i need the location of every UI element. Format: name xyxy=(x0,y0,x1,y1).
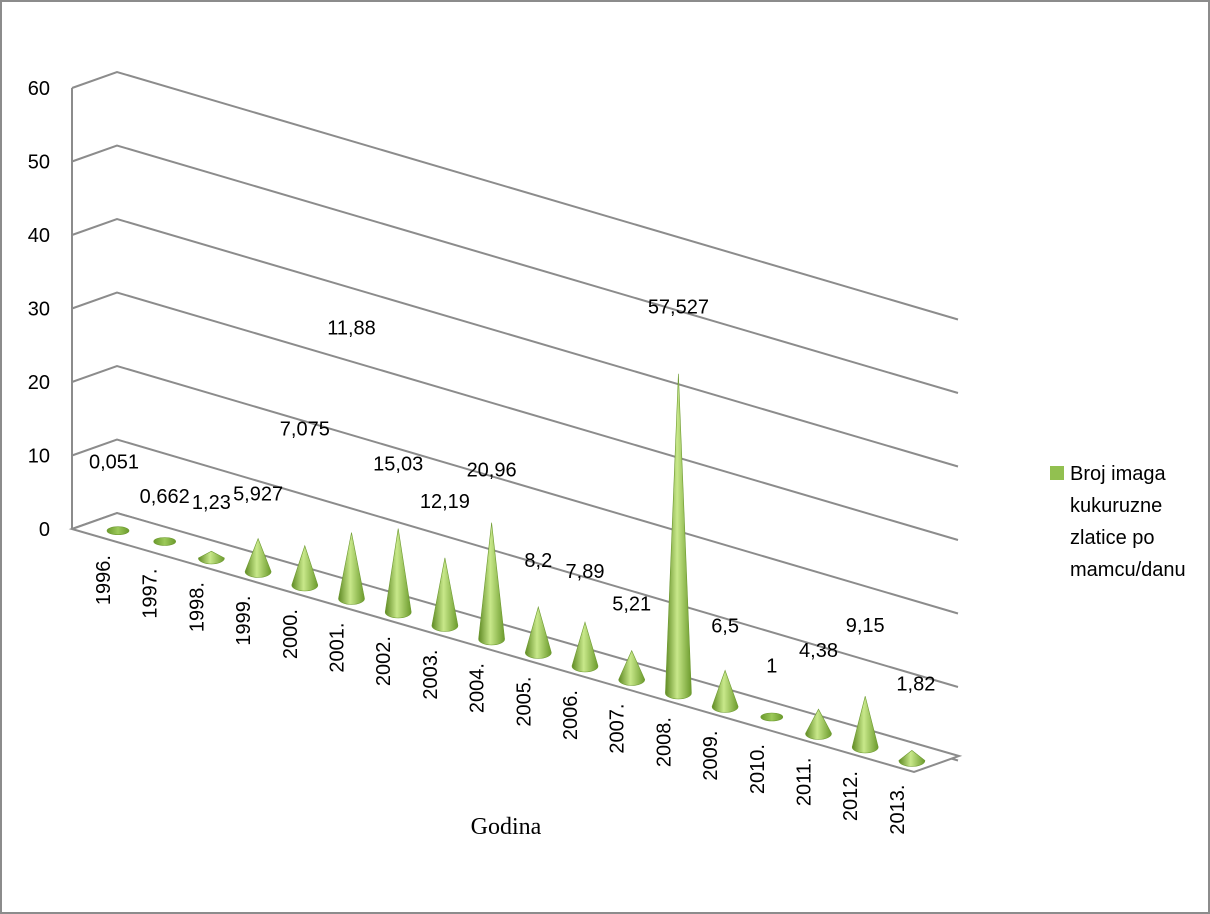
data-label: 0,051 xyxy=(89,452,139,474)
data-label: 5,21 xyxy=(612,594,651,616)
cone-2011 xyxy=(805,708,832,740)
data-label: 0,662 xyxy=(140,486,190,508)
cone-2004 xyxy=(478,522,505,646)
category-label: 2012. xyxy=(840,771,862,821)
data-label: 7,89 xyxy=(566,561,605,583)
cone-2000 xyxy=(291,544,319,592)
legend-swatch xyxy=(1050,466,1064,480)
x-axis-title: Godina xyxy=(471,814,542,840)
cone-1997 xyxy=(153,537,176,546)
category-label: 2006. xyxy=(560,690,582,740)
cone-2010 xyxy=(760,712,784,722)
data-label: 11,88 xyxy=(327,318,376,340)
cone-2005 xyxy=(524,605,552,659)
data-label: 15,03 xyxy=(373,454,423,476)
cone-2008 xyxy=(665,373,692,700)
data-label: 1 xyxy=(766,655,777,677)
cone-2002 xyxy=(384,528,412,619)
gridlines xyxy=(71,70,959,762)
y-axis-tick-labels: 0 10 20 30 40 50 60 xyxy=(28,78,50,541)
y-tick-label: 0 xyxy=(39,519,50,541)
cone-2012 xyxy=(851,696,879,754)
cone-2006 xyxy=(571,621,599,673)
data-label: 4,38 xyxy=(799,640,838,662)
cone-1998 xyxy=(198,550,225,565)
category-label: 2007. xyxy=(607,704,629,754)
category-labels: 1996. 1997. 1998. 1999. 2000. 2001. 2002. 2003.… xyxy=(93,555,909,835)
y-tick-label: 30 xyxy=(28,299,50,321)
y-tick-label: 60 xyxy=(28,78,50,100)
data-label: 12,19 xyxy=(420,491,470,513)
cone-2009 xyxy=(711,669,739,713)
data-label: 8,2 xyxy=(524,550,552,572)
gridline xyxy=(71,364,959,615)
y-tick-label: 10 xyxy=(28,446,50,468)
category-label: 2005. xyxy=(513,677,535,727)
cone-2013 xyxy=(898,750,926,767)
data-label: 5,927 xyxy=(233,484,283,506)
category-label: 2010. xyxy=(747,744,769,794)
cone-1996 xyxy=(106,526,130,536)
data-label: 20,96 xyxy=(467,460,517,482)
gridline xyxy=(71,70,959,321)
category-label: 1999. xyxy=(233,596,255,646)
category-label: 2013. xyxy=(887,785,909,835)
category-label: 2002. xyxy=(373,636,395,686)
category-label: 1997. xyxy=(140,569,162,619)
y-tick-label: 40 xyxy=(28,225,50,247)
data-cones xyxy=(106,373,926,767)
category-label: 2003. xyxy=(420,650,442,700)
category-label: 2004. xyxy=(467,663,489,713)
category-label: 1996. xyxy=(93,555,115,605)
cone-1999 xyxy=(244,537,272,578)
category-label: 2011. xyxy=(794,758,816,807)
data-label: 9,15 xyxy=(846,615,885,637)
data-label: 7,075 xyxy=(280,419,330,441)
cone-2001 xyxy=(338,532,365,605)
category-label: 2000. xyxy=(280,609,302,659)
gridline xyxy=(71,217,959,468)
data-label: 6,5 xyxy=(711,615,739,637)
y-tick-label: 20 xyxy=(28,372,50,394)
gridline xyxy=(71,144,959,394)
category-label: 2009. xyxy=(700,731,722,781)
category-label: 2008. xyxy=(653,717,675,767)
legend-label: Broj imaga kukuruzne zlatice po mamcu/da… xyxy=(1070,463,1186,581)
data-label: 1,23 xyxy=(192,492,231,514)
category-label: 2001. xyxy=(327,623,349,673)
category-label: 1998. xyxy=(186,582,208,632)
cone-2007 xyxy=(618,649,646,686)
cone-2003 xyxy=(431,557,459,632)
data-label: 1,82 xyxy=(896,673,935,695)
data-label: 57,527 xyxy=(648,297,709,319)
y-tick-label: 50 xyxy=(28,152,50,174)
